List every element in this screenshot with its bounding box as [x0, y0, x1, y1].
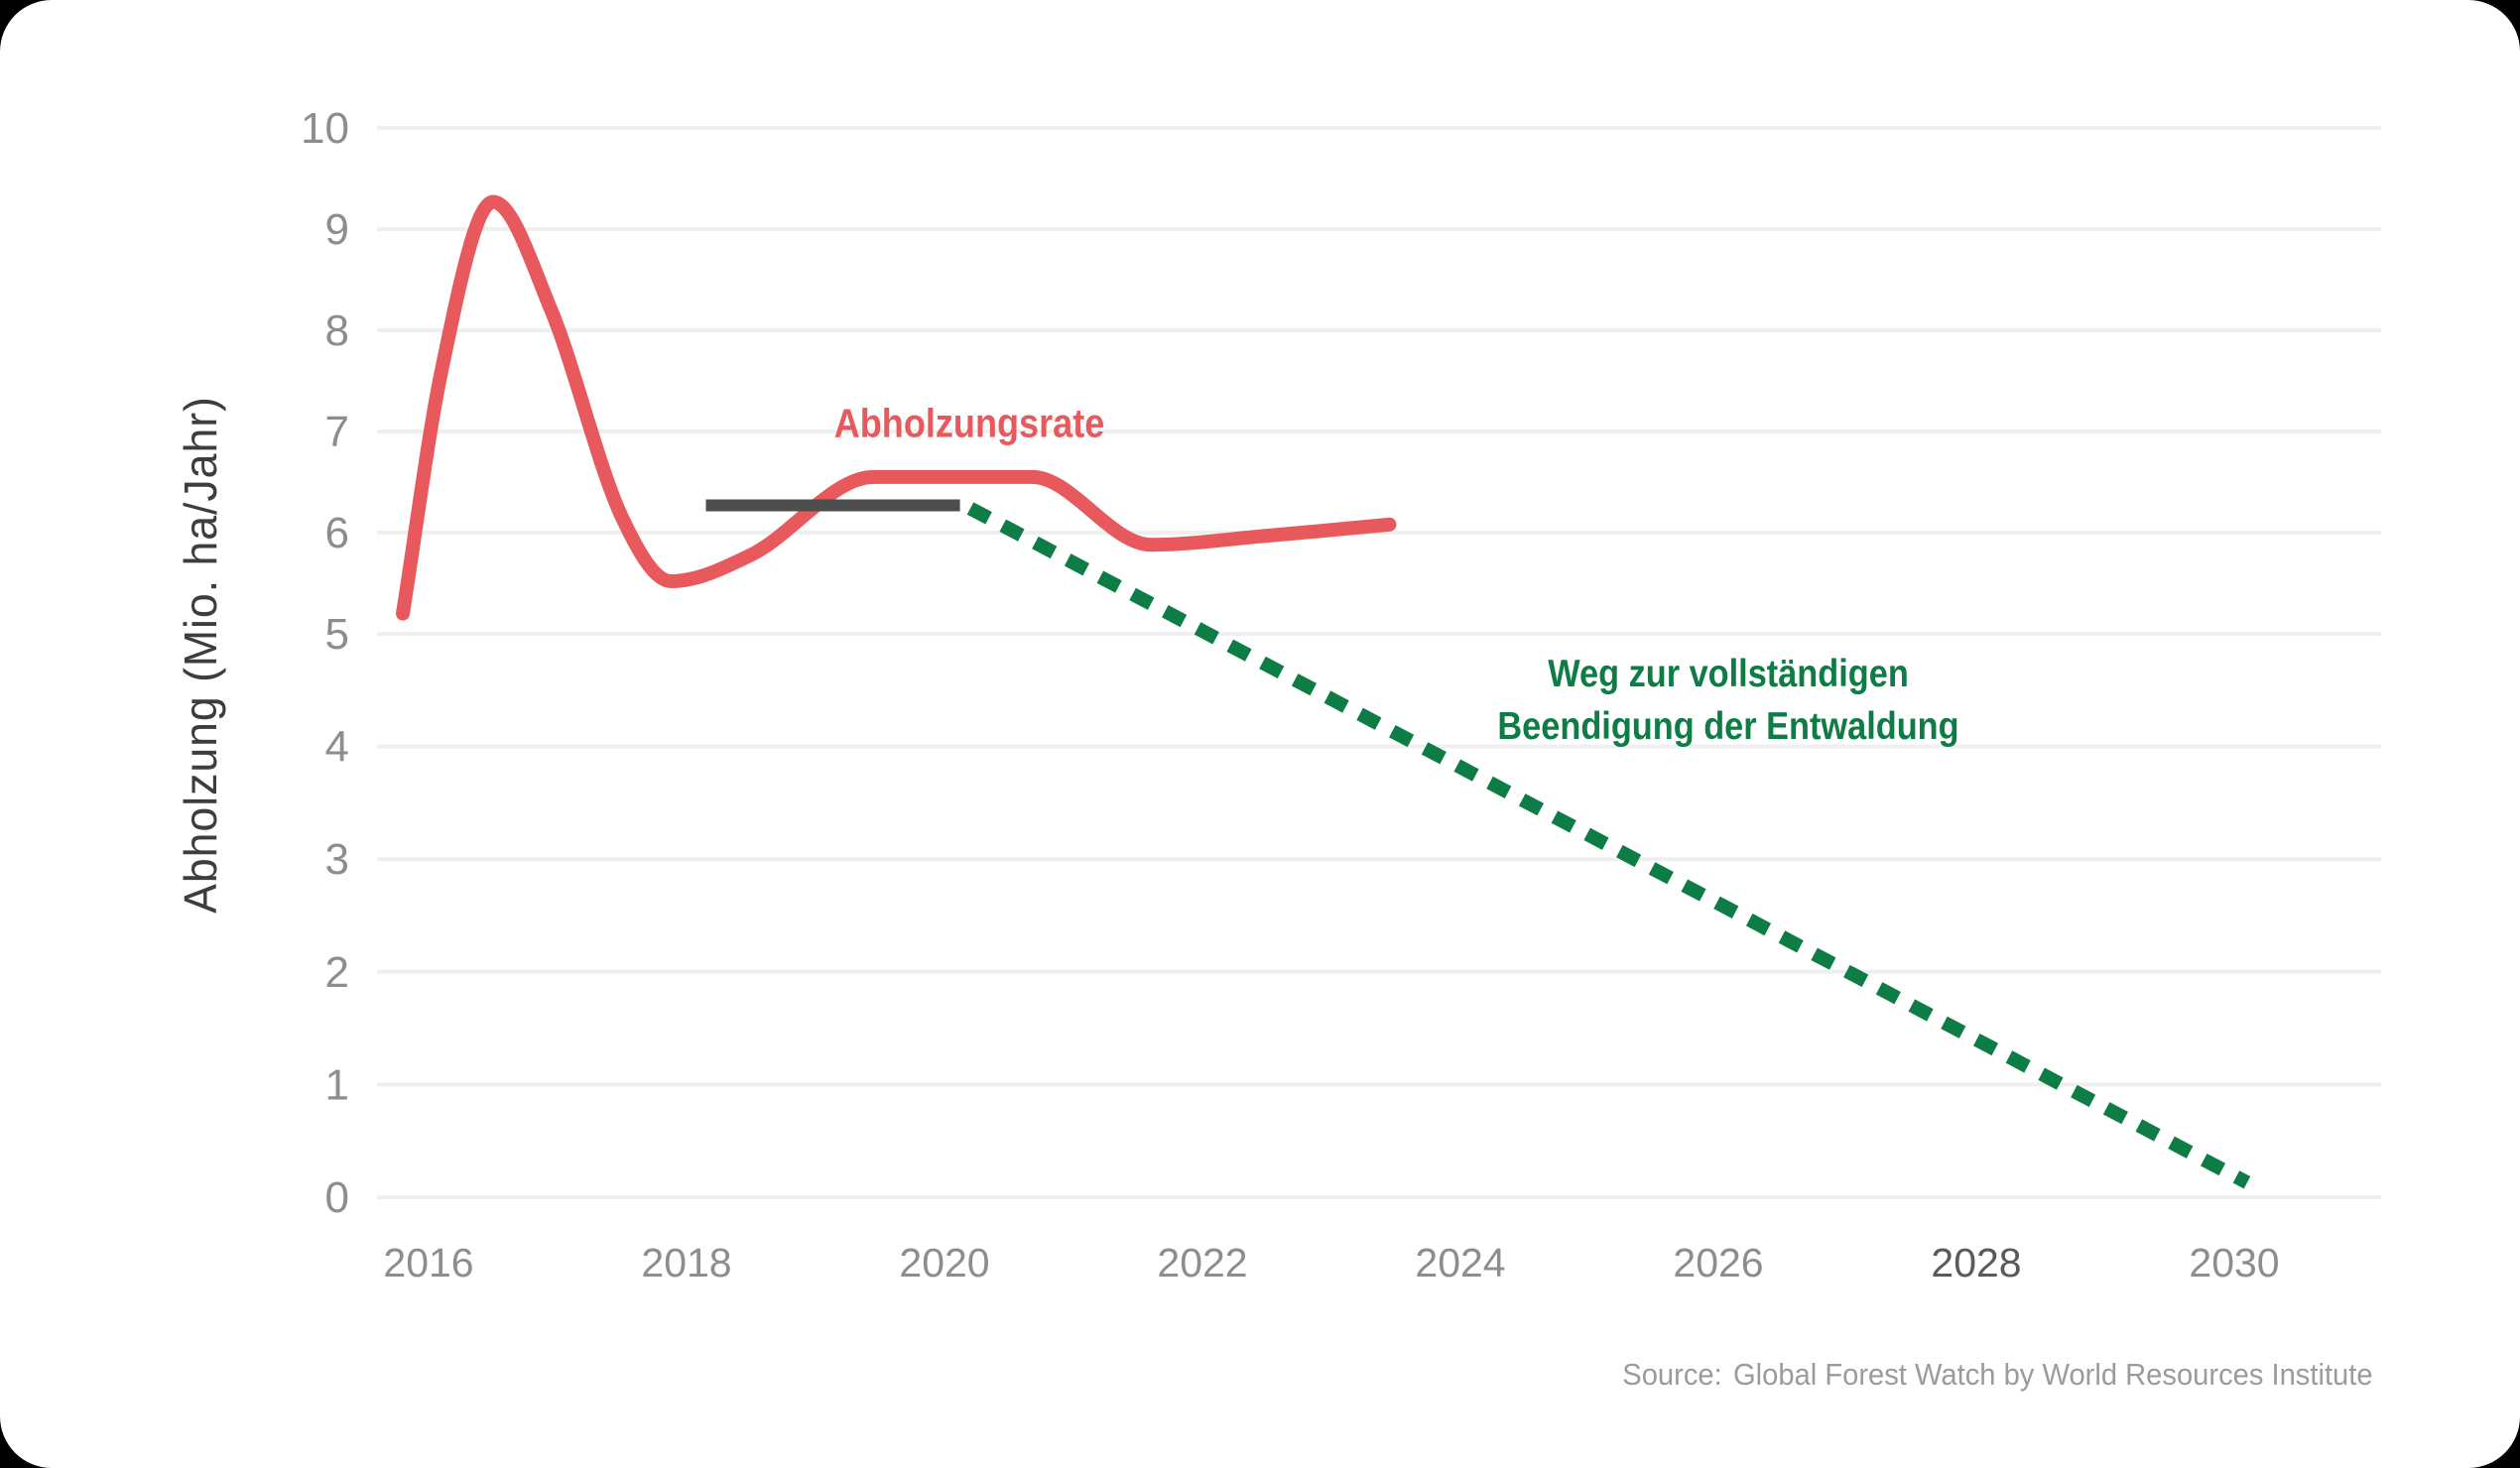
y-tick-label: 4	[325, 723, 349, 772]
y-tick-label: 5	[325, 610, 349, 659]
x-tick-label: 2030	[2189, 1240, 2279, 1285]
x-tick-label: 2026	[1673, 1240, 1763, 1285]
target-path-line	[966, 502, 2251, 1189]
deforestation-rate-line	[396, 194, 1397, 621]
y-tick-label: 7	[325, 408, 349, 456]
x-tick-label: 2018	[641, 1240, 731, 1285]
y-tick-label: 6	[325, 509, 349, 557]
annotation-target-line1: Weg zur vollständigen	[1548, 653, 1909, 695]
y-tick-label: 3	[325, 835, 349, 884]
x-tick-label: 2024	[1415, 1240, 1505, 1285]
y-tick-label: 0	[325, 1173, 349, 1222]
y-tick-label: 2	[325, 948, 349, 997]
annotation-deforestation-rate: Abholzungsrate	[833, 400, 1105, 446]
x-tick-label: 2022	[1157, 1240, 1247, 1285]
x-tick-label: 2028	[1931, 1240, 2021, 1285]
x-tick-label: 2020	[899, 1240, 989, 1285]
x-tick-label: 2016	[383, 1240, 473, 1285]
source-attribution: Source: Global Forest Watch by World Reso…	[1623, 1357, 2373, 1393]
source-text: Global Forest Watch by World Resources I…	[1733, 1357, 2373, 1392]
annotation-target-line2: Beendigung der Entwaldung	[1497, 705, 1959, 748]
y-tick-label: 8	[325, 306, 349, 355]
y-tick-label: 9	[325, 205, 349, 254]
y-axis-title: Abholzung (Mio. ha/Jahr)	[175, 396, 226, 914]
annotation-target-path: Weg zur vollständigen Beendigung der Ent…	[1497, 648, 1958, 753]
y-tick-label: 10	[301, 104, 349, 153]
y-tick-label: 1	[325, 1060, 349, 1109]
source-prefix: Source:	[1622, 1357, 1723, 1392]
